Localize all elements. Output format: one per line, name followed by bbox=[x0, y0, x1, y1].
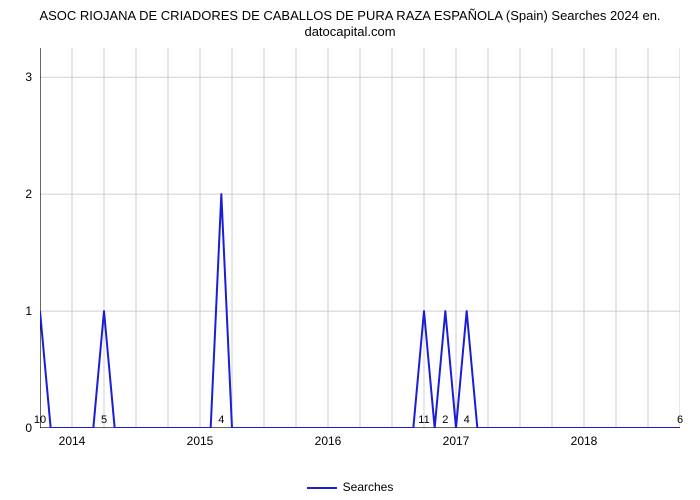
x-tick-label: 2016 bbox=[315, 434, 342, 448]
title-line-2: datocapital.com bbox=[304, 24, 395, 39]
legend: Searches bbox=[0, 480, 700, 494]
x-tick-label: 2014 bbox=[59, 434, 86, 448]
legend-swatch bbox=[307, 483, 337, 493]
point-label: 6 bbox=[677, 414, 683, 426]
point-label: 10 bbox=[34, 414, 46, 426]
point-label: 11 bbox=[418, 414, 429, 426]
chart-title: ASOC RIOJANA DE CRIADORES DE CABALLOS DE… bbox=[0, 0, 700, 41]
x-tick-label: 2017 bbox=[443, 434, 470, 448]
point-label: 4 bbox=[464, 414, 470, 426]
y-tick-label: 0 bbox=[25, 421, 32, 435]
chart-container: ASOC RIOJANA DE CRIADORES DE CABALLOS DE… bbox=[0, 0, 700, 500]
y-tick-label: 2 bbox=[25, 187, 32, 201]
point-label: 5 bbox=[101, 414, 107, 426]
x-tick-label: 2015 bbox=[187, 434, 214, 448]
legend-label: Searches bbox=[343, 480, 394, 494]
x-tick-label: 2018 bbox=[571, 434, 598, 448]
title-line-1: ASOC RIOJANA DE CRIADORES DE CABALLOS DE… bbox=[39, 8, 660, 23]
y-tick-label: 3 bbox=[25, 70, 32, 84]
point-label: 4 bbox=[218, 414, 224, 426]
plot-svg bbox=[40, 48, 680, 428]
plot-area: 012320142015201620172018105411246 bbox=[40, 48, 680, 428]
point-label: 2 bbox=[442, 414, 448, 426]
y-tick-label: 1 bbox=[25, 304, 32, 318]
